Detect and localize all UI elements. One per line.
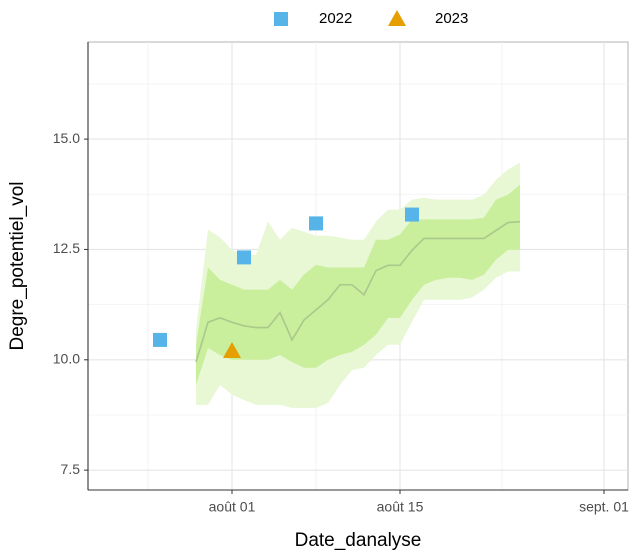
- point: [237, 250, 251, 265]
- y-tick-label: 7.5: [61, 461, 81, 477]
- y-tick-label: 10.0: [53, 350, 80, 366]
- y-tick-label: 12.5: [53, 240, 80, 256]
- x-tick-label: sept. 01: [579, 499, 629, 515]
- legend-marker: [388, 10, 406, 26]
- x-tick-label: août 01: [209, 499, 256, 515]
- point: [223, 341, 241, 358]
- legend-label: 2022: [319, 10, 352, 27]
- legend-label: 2023: [435, 10, 468, 27]
- inner-band: [196, 184, 520, 385]
- legend-marker: [274, 12, 288, 26]
- y-tick-label: 15.0: [53, 130, 80, 146]
- point: [309, 216, 323, 231]
- point: [153, 332, 167, 347]
- x-axis-title: Date_danalyse: [295, 530, 422, 551]
- median-line: [195, 220, 521, 363]
- y-axis-title: Degre_potentiel_vol: [7, 181, 28, 350]
- point: [405, 207, 419, 222]
- x-tick-label: août 15: [377, 499, 424, 515]
